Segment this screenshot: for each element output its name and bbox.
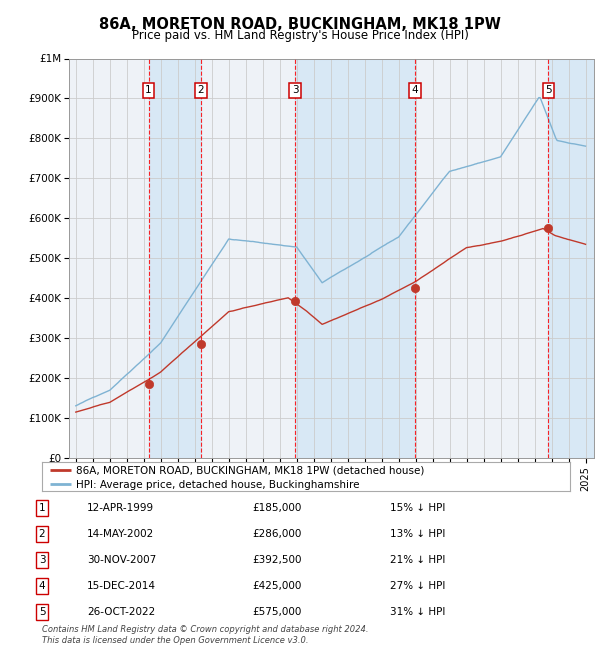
Text: 5: 5 xyxy=(38,606,46,617)
Text: 14-MAY-2002: 14-MAY-2002 xyxy=(87,528,154,539)
Text: 26-OCT-2022: 26-OCT-2022 xyxy=(87,606,155,617)
Text: HPI: Average price, detached house, Buckinghamshire: HPI: Average price, detached house, Buck… xyxy=(76,480,360,490)
Text: 12-APR-1999: 12-APR-1999 xyxy=(87,502,154,513)
Text: 1: 1 xyxy=(145,86,152,96)
Bar xyxy=(548,58,594,458)
Text: £575,000: £575,000 xyxy=(252,606,301,617)
Text: £392,500: £392,500 xyxy=(252,554,302,565)
Text: 2: 2 xyxy=(198,86,205,96)
Bar xyxy=(149,58,201,458)
Text: 31% ↓ HPI: 31% ↓ HPI xyxy=(390,606,445,617)
Text: 86A, MORETON ROAD, BUCKINGHAM, MK18 1PW (detached house): 86A, MORETON ROAD, BUCKINGHAM, MK18 1PW … xyxy=(76,466,425,476)
Text: 13% ↓ HPI: 13% ↓ HPI xyxy=(390,528,445,539)
Text: 21% ↓ HPI: 21% ↓ HPI xyxy=(390,554,445,565)
Bar xyxy=(295,58,415,458)
Text: 27% ↓ HPI: 27% ↓ HPI xyxy=(390,580,445,591)
Text: Price paid vs. HM Land Registry's House Price Index (HPI): Price paid vs. HM Land Registry's House … xyxy=(131,29,469,42)
Text: £425,000: £425,000 xyxy=(252,580,301,591)
Text: 3: 3 xyxy=(292,86,299,96)
Text: 4: 4 xyxy=(38,580,46,591)
Text: 15% ↓ HPI: 15% ↓ HPI xyxy=(390,502,445,513)
Text: 4: 4 xyxy=(412,86,418,96)
Text: 1: 1 xyxy=(38,502,46,513)
Text: Contains HM Land Registry data © Crown copyright and database right 2024.
This d: Contains HM Land Registry data © Crown c… xyxy=(42,625,368,645)
Text: 5: 5 xyxy=(545,86,552,96)
Text: 15-DEC-2014: 15-DEC-2014 xyxy=(87,580,156,591)
Text: £185,000: £185,000 xyxy=(252,502,301,513)
Text: 30-NOV-2007: 30-NOV-2007 xyxy=(87,554,156,565)
Text: £286,000: £286,000 xyxy=(252,528,301,539)
Text: 2: 2 xyxy=(38,528,46,539)
Text: 3: 3 xyxy=(38,554,46,565)
Text: 86A, MORETON ROAD, BUCKINGHAM, MK18 1PW: 86A, MORETON ROAD, BUCKINGHAM, MK18 1PW xyxy=(99,16,501,32)
